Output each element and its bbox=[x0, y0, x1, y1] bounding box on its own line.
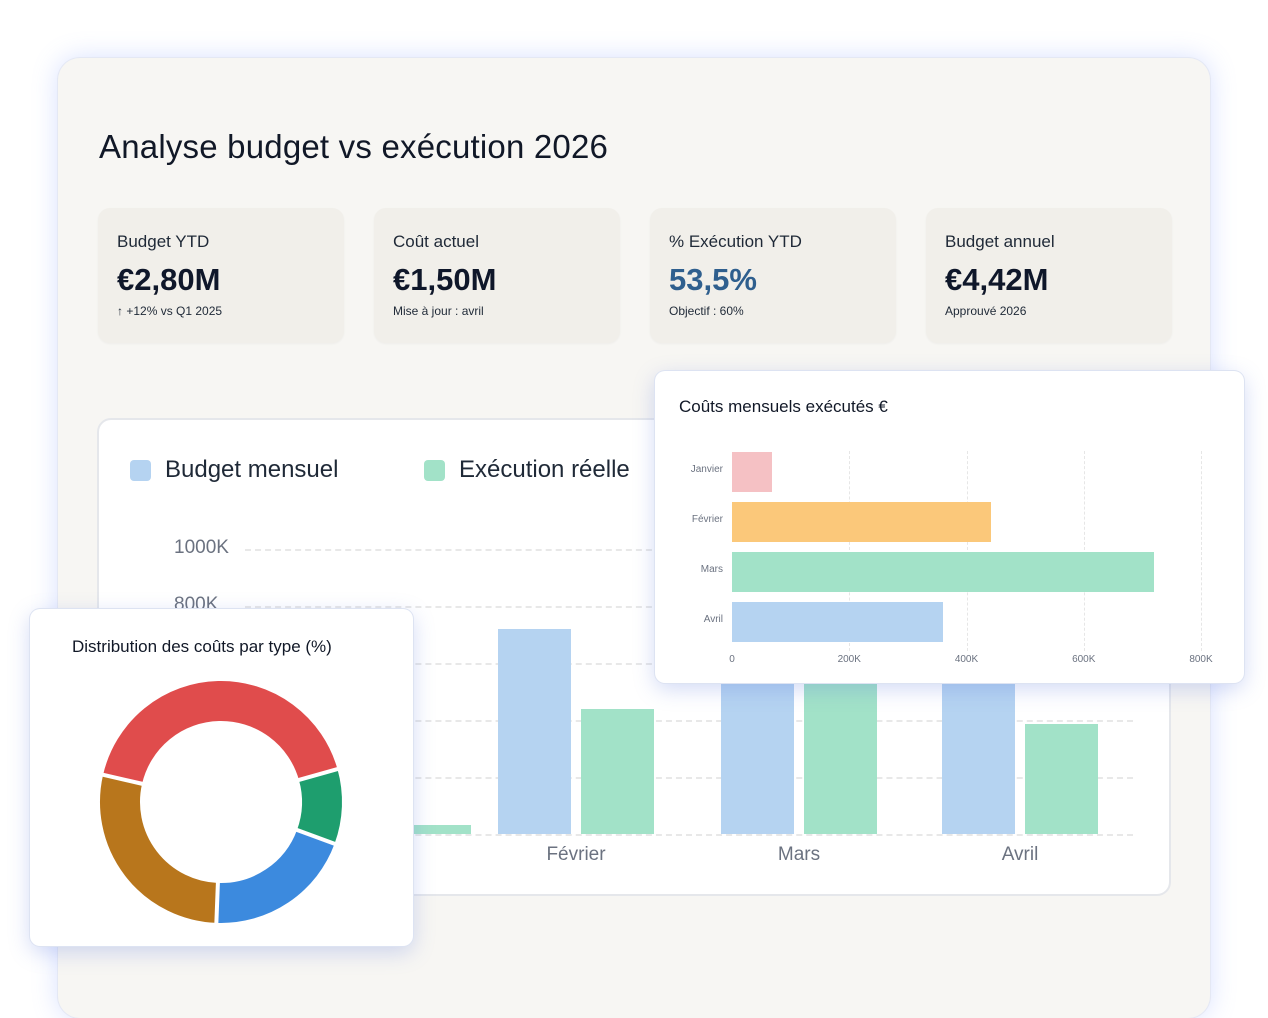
legend-swatch-budget bbox=[130, 460, 151, 481]
hbar-grid-line bbox=[1083, 451, 1085, 651]
hbar-category-label: Janvier bbox=[690, 464, 723, 475]
donut-separator bbox=[295, 827, 337, 847]
donut-separator bbox=[101, 772, 144, 786]
grid-line bbox=[245, 777, 1133, 779]
x-axis-label: Février bbox=[546, 844, 606, 865]
donut-slice bbox=[296, 769, 342, 844]
kpi-label: Budget annuel bbox=[945, 232, 1055, 251]
y-tick-label: 1000K bbox=[174, 537, 229, 558]
donut-separator bbox=[297, 766, 339, 783]
donut-separator bbox=[214, 881, 220, 924]
hbar-grid-line bbox=[849, 451, 851, 651]
cost-distribution-card: Distribution des coûts par type (%) bbox=[30, 609, 413, 946]
kpi-value: €2,80M bbox=[117, 262, 221, 297]
hbar-category-label: Février bbox=[691, 514, 723, 525]
donut-slice bbox=[216, 829, 335, 923]
bar-execution bbox=[398, 825, 471, 834]
kpi-value: €1,50M bbox=[393, 262, 497, 297]
bar-execution bbox=[1025, 724, 1098, 834]
kpi-label: Coût actuel bbox=[393, 232, 479, 251]
kpi-card-cout-actuel: Coût actuel €1,50M Mise à jour : avril bbox=[374, 208, 620, 343]
hbar-chart-title: Coûts mensuels exécutés € bbox=[679, 397, 888, 416]
legend-swatch-execution bbox=[424, 460, 445, 481]
hbar-grid-line bbox=[1201, 451, 1202, 651]
page-title: Analyse budget vs exécution 2026 bbox=[99, 128, 609, 165]
hbar-category-label: Mars bbox=[700, 564, 723, 575]
hbar-bar bbox=[732, 452, 772, 492]
monthly-costs-card: Coûts mensuels exécutés € 0 200K 400K 600K 8… bbox=[655, 371, 1244, 683]
kpi-label: Budget YTD bbox=[117, 232, 210, 251]
legend-label-execution: Exécution réelle bbox=[459, 456, 630, 483]
x-axis-label: Avril bbox=[1001, 844, 1039, 865]
bar-budget bbox=[942, 663, 1015, 834]
grid-line bbox=[245, 720, 1133, 722]
hbar-x-tick: 0 bbox=[729, 654, 735, 665]
hbar-x-tick: 600K bbox=[1072, 654, 1096, 665]
kpi-note: Approuvé 2026 bbox=[945, 304, 1027, 318]
bar-budget bbox=[498, 628, 571, 834]
donut-slice bbox=[103, 681, 338, 785]
hbar-bar bbox=[732, 602, 944, 642]
donut-chart bbox=[100, 681, 342, 924]
kpi-note: Mise à jour : avril bbox=[393, 304, 484, 318]
kpi-value: 53,5% bbox=[669, 262, 757, 297]
kpi-card-budget-ytd: Budget YTD €2,80M ↑ +12% vs Q1 2025 bbox=[98, 208, 344, 343]
legend-label-budget: Budget mensuel bbox=[165, 456, 339, 483]
hbar-bar bbox=[732, 502, 992, 542]
kpi-label: % Exécution YTD bbox=[669, 232, 802, 251]
hbar-category-label: Avril bbox=[703, 614, 723, 625]
kpi-note: Objectif : 60% bbox=[669, 304, 744, 318]
x-axis-label: Mars bbox=[777, 844, 821, 865]
hbar-bar bbox=[732, 552, 1155, 592]
hbar-x-tick: 200K bbox=[837, 654, 861, 665]
grid-line bbox=[245, 834, 1133, 836]
bar-execution bbox=[581, 708, 654, 834]
kpi-note: ↑ +12% vs Q1 2025 bbox=[117, 304, 223, 318]
donut-chart-title: Distribution des coûts par type (%) bbox=[72, 637, 332, 656]
kpi-value: €4,42M bbox=[945, 262, 1049, 297]
kpi-card-execution-ytd: % Exécution YTD 53,5% Objectif : 60% bbox=[650, 208, 896, 343]
hbar-x-tick: 400K bbox=[954, 654, 979, 665]
hbar-x-tick: 800K bbox=[1189, 654, 1213, 665]
kpi-card-budget-annuel: Budget annuel €4,42M Approuvé 2026 bbox=[926, 208, 1172, 343]
donut-slice bbox=[100, 774, 219, 923]
hbar-grid-line bbox=[966, 451, 968, 651]
